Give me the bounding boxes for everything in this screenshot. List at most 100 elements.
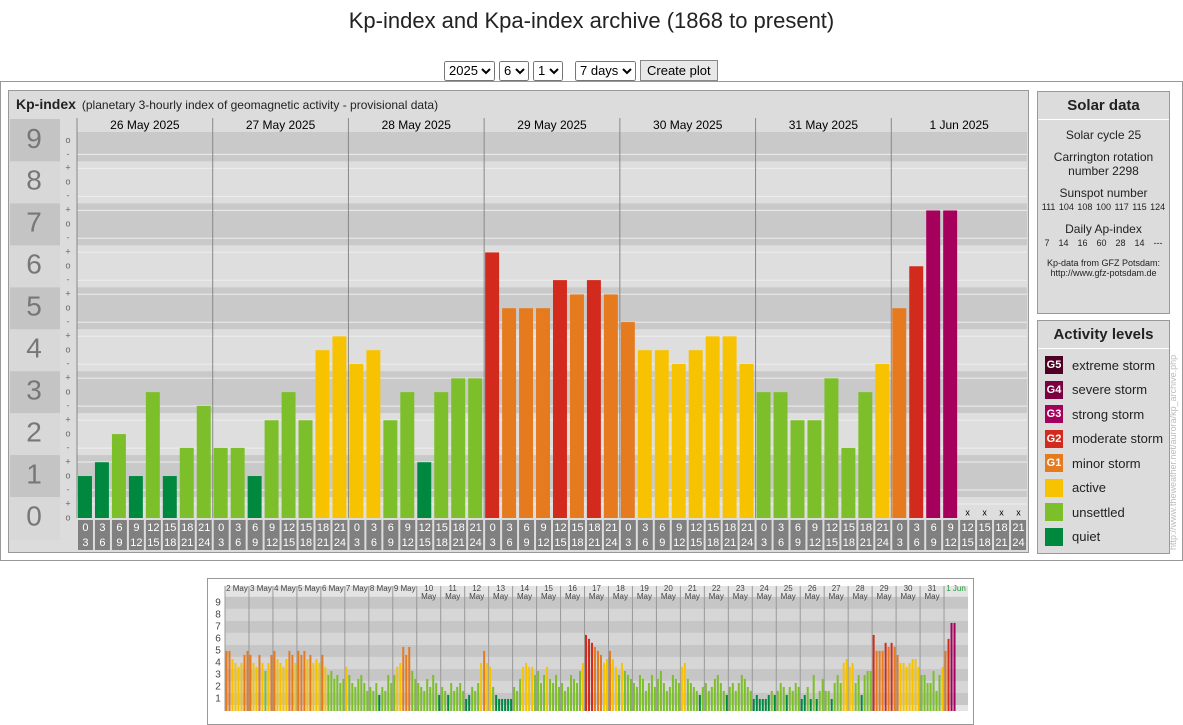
y-tick-label: 1 <box>26 458 42 489</box>
bar <box>372 690 375 711</box>
ap-value: --- <box>1153 238 1163 248</box>
bar <box>947 638 950 711</box>
bar <box>369 686 372 711</box>
minor-label: o <box>65 261 70 271</box>
bar <box>890 642 893 711</box>
bar <box>522 666 525 711</box>
hour-start: 18 <box>181 522 193 534</box>
create-plot-button[interactable]: Create plot <box>640 60 718 81</box>
bar <box>585 634 588 711</box>
minor-label: + <box>65 205 70 215</box>
bar <box>857 674 860 711</box>
bar <box>878 650 881 711</box>
bar <box>620 322 635 518</box>
bar <box>743 678 746 711</box>
y-tick-label: 7 <box>215 622 221 633</box>
bar <box>683 662 686 711</box>
year-select[interactable]: 2025 <box>444 60 495 81</box>
bar <box>438 695 441 711</box>
grid-band <box>77 287 1027 330</box>
minor-label: o <box>65 219 70 229</box>
hour-cell <box>943 520 959 550</box>
y-label-cell <box>10 413 60 456</box>
month-select[interactable]: 6 <box>499 60 529 81</box>
minor-label: + <box>65 373 70 383</box>
bar <box>668 686 671 711</box>
bar <box>608 650 611 711</box>
hour-end: 24 <box>334 537 346 549</box>
bar <box>818 690 821 711</box>
hour-cell <box>790 520 806 550</box>
bar <box>632 682 635 711</box>
bar <box>752 698 755 711</box>
legend-label: minor storm <box>1072 455 1141 471</box>
y-label-cell <box>10 329 60 372</box>
bar <box>842 662 845 711</box>
hour-start: 21 <box>470 522 482 534</box>
grid-band <box>225 656 968 669</box>
period-select[interactable]: 7 days <box>575 60 636 81</box>
bar <box>230 447 245 518</box>
bar <box>282 666 285 711</box>
bar <box>504 698 507 711</box>
bar <box>94 462 109 518</box>
bar <box>576 682 579 711</box>
day-select[interactable]: 1 <box>533 60 563 81</box>
bar <box>179 447 194 518</box>
hour-start: 15 <box>164 522 176 534</box>
day-label: 27 May <box>828 584 844 601</box>
bar <box>588 638 591 711</box>
hour-end: 6 <box>235 537 241 549</box>
bar <box>617 674 620 711</box>
bar <box>719 682 722 711</box>
bar <box>656 678 659 711</box>
hour-start: 6 <box>252 522 258 534</box>
hour-start: 12 <box>826 522 838 534</box>
hour-cell <box>637 520 653 550</box>
bar <box>196 405 211 518</box>
hour-start: 18 <box>317 522 329 534</box>
bar <box>332 336 347 518</box>
hour-end: 9 <box>795 537 801 549</box>
hour-end: 3 <box>82 537 88 549</box>
day-label: 13 May <box>493 584 509 601</box>
hour-cell <box>434 520 450 550</box>
bar <box>756 392 771 518</box>
bar <box>570 674 573 711</box>
bar <box>654 350 669 518</box>
bar <box>498 698 501 711</box>
bar <box>623 670 626 711</box>
bar <box>923 674 926 711</box>
date-label: 29 May 2025 <box>517 118 587 132</box>
date-label: 26 May 2025 <box>110 118 180 132</box>
bar <box>456 686 459 711</box>
hour-end: 18 <box>300 537 312 549</box>
day-label: 7 May <box>345 584 368 593</box>
hour-start: 21 <box>605 522 617 534</box>
hour-cell <box>196 520 212 550</box>
hour-start: 9 <box>948 522 954 534</box>
date-row <box>77 118 1027 132</box>
minor-label: o <box>65 428 70 438</box>
bar <box>944 650 947 711</box>
bar <box>731 682 734 711</box>
missing-label: x <box>999 507 1004 517</box>
bar <box>899 662 902 711</box>
day-label: 5 May <box>297 584 320 593</box>
bar <box>145 392 160 518</box>
legend-item: G3 strong storm <box>1038 402 1169 427</box>
legend-label: severe storm <box>1072 382 1148 398</box>
bar <box>896 654 899 711</box>
hour-cell <box>247 520 263 550</box>
bar <box>426 678 429 711</box>
bar <box>755 695 758 711</box>
hour-cell <box>926 520 942 550</box>
hour-cell <box>213 520 229 550</box>
hour-cell <box>179 520 195 550</box>
hour-start: 18 <box>453 522 465 534</box>
bar <box>941 666 944 711</box>
bar <box>237 666 240 711</box>
hour-start: 0 <box>897 522 903 534</box>
hour-end: 24 <box>877 537 889 549</box>
